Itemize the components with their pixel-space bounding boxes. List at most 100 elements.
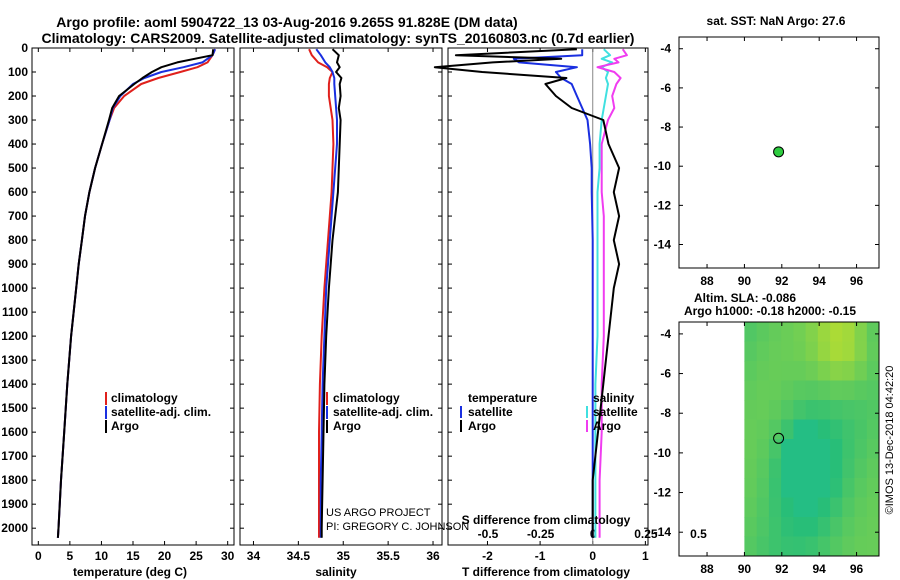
heatmap-cell [842,478,856,499]
sal-legend-clim-label: climatology [333,391,400,405]
heatmap-cell [805,458,819,479]
heatmap-cell [756,380,770,401]
legend-argo-label: Argo [111,419,139,433]
depth-tick-label: 1100 [2,305,28,319]
salinity-line-1 [315,48,338,538]
heatmap-cell [781,419,794,440]
heatmap-cell [756,517,770,538]
depth-tick-label: 1200 [1,329,28,343]
s-diff-tick-label: 0.5 [690,527,707,541]
map-lon-label: 94 [813,274,827,288]
x-tick-label: 10 [95,549,109,563]
heatmap-cell [756,419,770,440]
heatmap-cell [866,419,879,440]
x-tick-label: 30 [221,549,235,563]
heatmap-cell [756,536,770,556]
depth-tick-label: 300 [8,113,28,127]
map-lat-label: -8 [660,406,671,420]
map-lon-label: 96 [850,274,864,288]
heatmap-cell [744,419,758,440]
map-lon-label: 90 [738,562,752,576]
map-lon-label: 92 [775,562,789,576]
depth-tick-label: 1300 [1,353,28,367]
heatmap-cell [854,380,868,401]
title-line-2: Climatology: CARS2009. Satellite-adjuste… [42,30,635,46]
heatmap-cell [768,419,782,440]
heatmap-cell [805,439,819,460]
heatmap-cell [793,361,807,382]
heatmap-cell [866,341,879,362]
x-tick-label: -1 [535,549,546,563]
heatmap-cell [866,458,879,479]
depth-tick-label: 0 [21,41,28,55]
heatmap-cell [842,439,856,460]
heatmap-cell [842,497,856,518]
heatmap-cell [744,322,758,343]
t-difference-xlabel: T difference from climatology [462,565,630,579]
altimetry-map-panel [678,321,880,557]
heatmap-cell [768,341,782,362]
map-lat-label: -10 [654,446,672,460]
heatmap-cell [768,478,782,499]
heatmap-cell [866,517,879,538]
heatmap-cell [793,497,807,518]
title-line-1: Argo profile: aoml 5904722_13 03-Aug-201… [56,14,517,30]
heatmap-cell [866,478,879,499]
salinity-xlabel: salinity [315,565,357,579]
heatmap-cell [744,458,758,479]
heatmap-cell [768,497,782,518]
heatmap-cell [744,517,758,538]
map-lon-label: 92 [775,274,789,288]
heatmap-cell [744,497,758,518]
x-tick-label: 0 [589,549,596,563]
heatmap-cell [842,361,856,382]
altim-title-1: Altim. SLA: -0.086 [694,291,796,305]
heatmap-cell [756,478,770,499]
heatmap-cell [817,478,831,499]
heatmap-cell [866,400,879,421]
diff-line-temperature-satellite [512,49,594,538]
heatmap-cell [842,341,856,362]
depth-tick-label: 1900 [1,497,28,511]
heatmap-cell [793,536,807,556]
heatmap-cell [842,419,856,440]
map-lat-label: -6 [660,367,671,381]
heatmap-cell [781,341,794,362]
heatmap-cell [781,322,794,343]
heatmap-cell [768,517,782,538]
heatmap-cell [744,439,758,460]
heatmap-cell [817,439,831,460]
altimetry-heatmap [744,322,879,556]
heatmap-cell [854,439,868,460]
depth-tick-label: 800 [8,233,28,247]
map-lon-label: 96 [850,562,864,576]
temperature-xlabel: temperature (deg C) [73,565,187,579]
heatmap-cell [744,536,758,556]
heatmap-cell [830,361,843,382]
diff-legend-temperature-heading: temperature [468,391,538,405]
x-tick-label: -2 [482,549,493,563]
map-lon-label: 88 [700,274,714,288]
heatmap-cell [805,341,819,362]
altim-float-marker [773,432,785,444]
depth-tick-label: 1000 [1,281,28,295]
heatmap-cell [817,458,831,479]
x-tick-label: 0 [35,549,42,563]
map-lon-label: 94 [813,562,827,576]
heatmap-cell [744,361,758,382]
heatmap-cell [830,419,843,440]
heatmap-cell [817,380,831,401]
heatmap-cell [781,458,794,479]
heatmap-cell [830,536,843,556]
heatmap-cell [817,497,831,518]
x-tick-label: 1 [642,549,649,563]
x-tick-label: 34 [247,549,261,563]
heatmap-cell [781,497,794,518]
diff-line-temperature-argo [433,48,621,538]
temperature-line-1 [56,48,217,538]
depth-tick-label: 400 [8,137,28,151]
heatmap-cell [793,478,807,499]
heatmap-cell [830,478,843,499]
depth-tick-label: 1800 [1,473,28,487]
heatmap-cell [817,419,831,440]
